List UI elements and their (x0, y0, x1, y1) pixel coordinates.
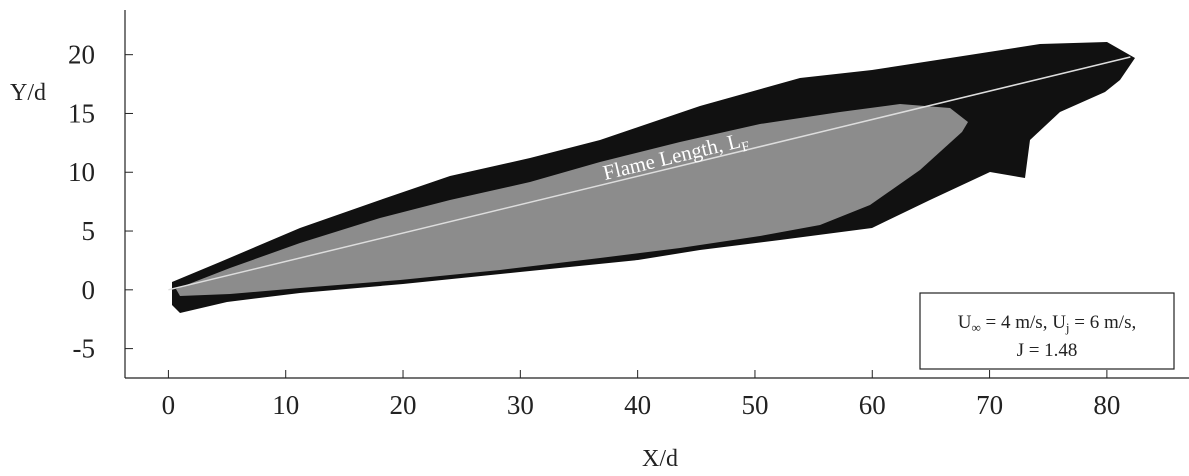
y-tick-label: 0 (82, 275, 96, 305)
x-tick-label: 20 (390, 390, 417, 420)
condition-part: = 6 m/s, (1070, 312, 1137, 333)
condition-part: U (958, 312, 972, 333)
x-tick-label: 60 (859, 390, 886, 420)
condition-text: J = 1.48 (1017, 340, 1078, 361)
x-tick-label: 0 (162, 390, 176, 420)
y-tick-label: -5 (73, 334, 96, 364)
x-tick-label: 10 (272, 390, 299, 420)
x-tick-label: 80 (1093, 390, 1120, 420)
x-tick-label: 70 (976, 390, 1003, 420)
condition-part: J = 1.48 (1017, 340, 1078, 361)
condition-text: U∞ = 4 m/s, Uj = 6 m/s, (958, 312, 1136, 335)
y-tick-label: 15 (68, 98, 95, 128)
y-tick-label: 10 (68, 157, 95, 187)
x-tick-label: 40 (624, 390, 651, 420)
x-tick-label: 50 (741, 390, 768, 420)
chart: 01020304050607080-505101520X/dY/dFlame L… (0, 0, 1189, 471)
flame-core (176, 104, 968, 296)
y-tick-label: 5 (82, 216, 96, 246)
x-axis-label: X/d (642, 446, 678, 471)
x-tick-label: 30 (507, 390, 534, 420)
y-axis-label: Y/d (10, 80, 46, 106)
subscript: ∞ (972, 320, 981, 335)
condition-part: = 4 m/s, U (981, 312, 1066, 333)
y-tick-label: 20 (68, 40, 95, 70)
